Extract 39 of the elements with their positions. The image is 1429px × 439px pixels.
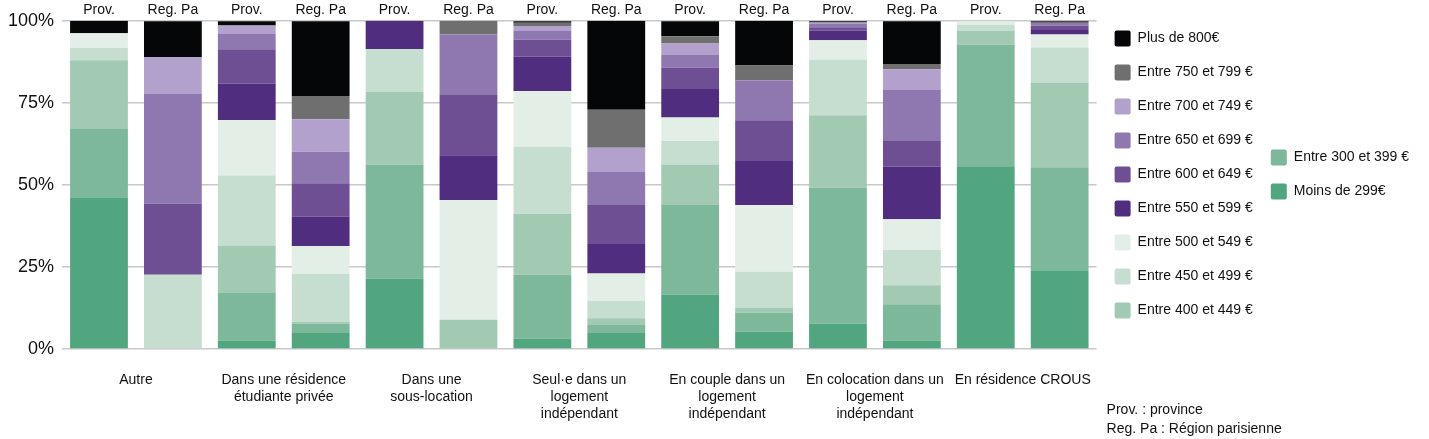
legend-label: Moins de 299€ (1293, 182, 1386, 199)
y-tick-label: 75% (18, 91, 55, 112)
x-tick-label: Reg. Pa (590, 1, 642, 18)
x-tick-label: Reg. Pa (1034, 1, 1086, 18)
text: En couple dans un logement indépendant (669, 370, 786, 421)
text: Dans une sous-location (390, 370, 473, 404)
y-tick-label: 0% (28, 337, 55, 358)
y-tick-label: 50% (18, 173, 55, 194)
legend-label: Entre 550 et 599 € (1137, 199, 1254, 216)
x-tick-label: Reg. Pa (147, 1, 199, 18)
legend-label: Entre 600 et 649 € (1137, 165, 1254, 182)
text: Reg. Pa : Région parisienne (1106, 419, 1282, 436)
text: Prov. : province (1106, 400, 1204, 417)
x-tick-label: Prov. (822, 1, 854, 18)
legend-label: Plus de 800€ (1137, 29, 1220, 46)
legend-label: Entre 450 et 499 € (1137, 267, 1254, 284)
x-tick-label: Reg. Pa (443, 1, 494, 18)
legend-label: Entre 750 et 799 € (1137, 63, 1254, 80)
x-tick-label: Prov. (378, 1, 411, 18)
x-tick-label: Prov. (674, 1, 706, 18)
x-tick-label: Prov. (526, 1, 559, 18)
x-tick-label: Prov. (969, 1, 1002, 18)
text: En colocation dans un logement indépendant (806, 370, 944, 421)
x-tick-label: Reg. Pa (738, 1, 790, 18)
legend-label: Entre 500 et 549 € (1137, 233, 1254, 250)
text: Seul·e dans un logement indépendant (532, 370, 627, 421)
y-tick-label: 100% (7, 9, 55, 30)
x-tick-label: Reg. Pa (295, 1, 347, 18)
text: Autre (119, 370, 153, 387)
legend-label: Entre 700 et 749 € (1137, 97, 1254, 114)
legend-label: Entre 650 et 699 € (1137, 131, 1254, 148)
text: Dans une résidence étudiante privée (221, 370, 347, 404)
x-tick-label: Prov. (230, 1, 263, 18)
legend-label: Entre 300 et 399 € (1293, 148, 1410, 165)
text: En résidence CROUS (954, 370, 1091, 387)
x-tick-label: Reg. Pa (886, 1, 938, 18)
y-tick-label: 25% (18, 255, 55, 276)
x-tick-label: Prov. (83, 1, 115, 18)
legend-label: Entre 400 et 449 € (1137, 301, 1254, 318)
